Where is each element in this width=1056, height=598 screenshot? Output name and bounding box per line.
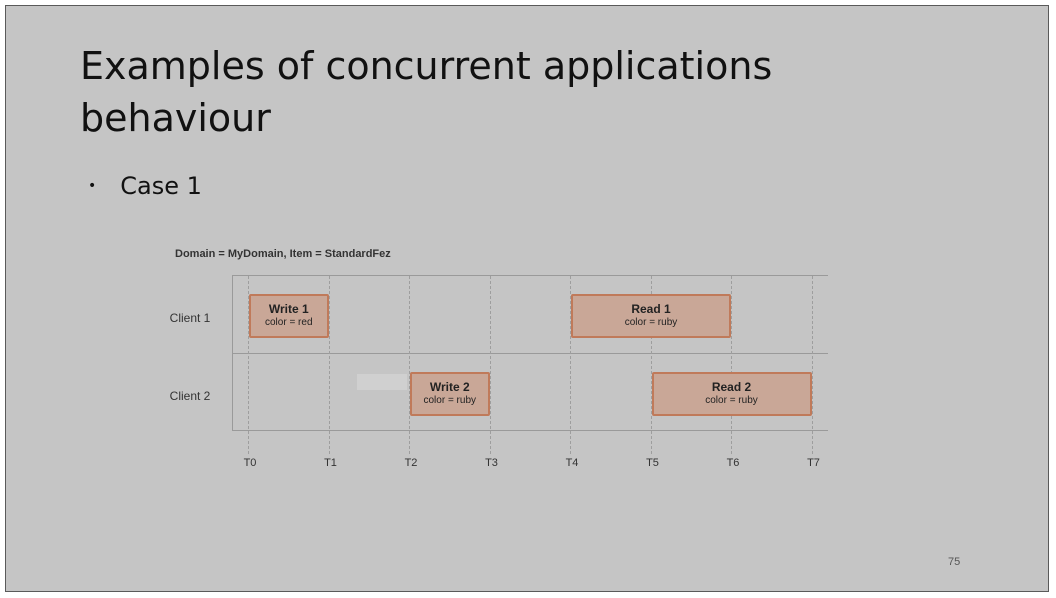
- operation-write-2: Write 2 color = ruby: [410, 372, 490, 416]
- operation-write-1: Write 1 color = red: [249, 294, 329, 338]
- operation-attribute: color = ruby: [624, 317, 678, 328]
- tick-label-t7: T7: [807, 457, 820, 469]
- operation-attribute: color = ruby: [423, 395, 477, 406]
- operation-name: Write 2: [429, 380, 470, 394]
- bullet-item: • Case 1: [88, 172, 202, 200]
- tick-label-t6: T6: [726, 457, 740, 469]
- gridline-t7: [811, 276, 813, 454]
- slide: [5, 5, 1049, 592]
- tick-label-t2: T2: [404, 457, 418, 469]
- client-2-lane: [232, 353, 828, 431]
- operation-name: Read 2: [711, 380, 752, 394]
- operation-name: Write 1: [268, 302, 309, 316]
- gridline-t3: [489, 276, 491, 454]
- gridline-t1: [328, 276, 330, 454]
- operation-read-1: Read 1 color = ruby: [571, 294, 731, 338]
- slide-title: Examples of concurrent applications beha…: [80, 44, 773, 140]
- gridline-t2: [409, 276, 410, 454]
- client-1-label: Client 1: [169, 311, 211, 325]
- tick-label-t4: T4: [565, 457, 579, 469]
- tick-label-t1: T1: [324, 457, 337, 469]
- page-number: 75: [948, 556, 961, 568]
- client-2-label: Client 2: [169, 389, 211, 403]
- bullet-dot-icon: •: [88, 178, 97, 194]
- tick-label-t0: T0: [243, 457, 257, 469]
- operation-name: Read 1: [631, 302, 671, 316]
- gridline-t0: [248, 276, 249, 454]
- client-1-lane: [232, 275, 828, 353]
- gridline-t4: [570, 276, 571, 454]
- gridline-t5: [650, 276, 652, 454]
- tick-label-t3: T3: [485, 457, 498, 469]
- operation-attribute: color = red: [264, 317, 313, 328]
- operation-attribute: color = ruby: [705, 395, 758, 406]
- bullet-text: Case 1: [120, 172, 202, 200]
- tick-label-t5: T5: [646, 457, 659, 469]
- faded-placeholder: [357, 374, 407, 390]
- operation-read-2: Read 2 color = ruby: [651, 372, 812, 416]
- gridline-t6: [731, 276, 732, 454]
- diagram-header: Domain = MyDomain, Item = StandardFez: [175, 248, 391, 260]
